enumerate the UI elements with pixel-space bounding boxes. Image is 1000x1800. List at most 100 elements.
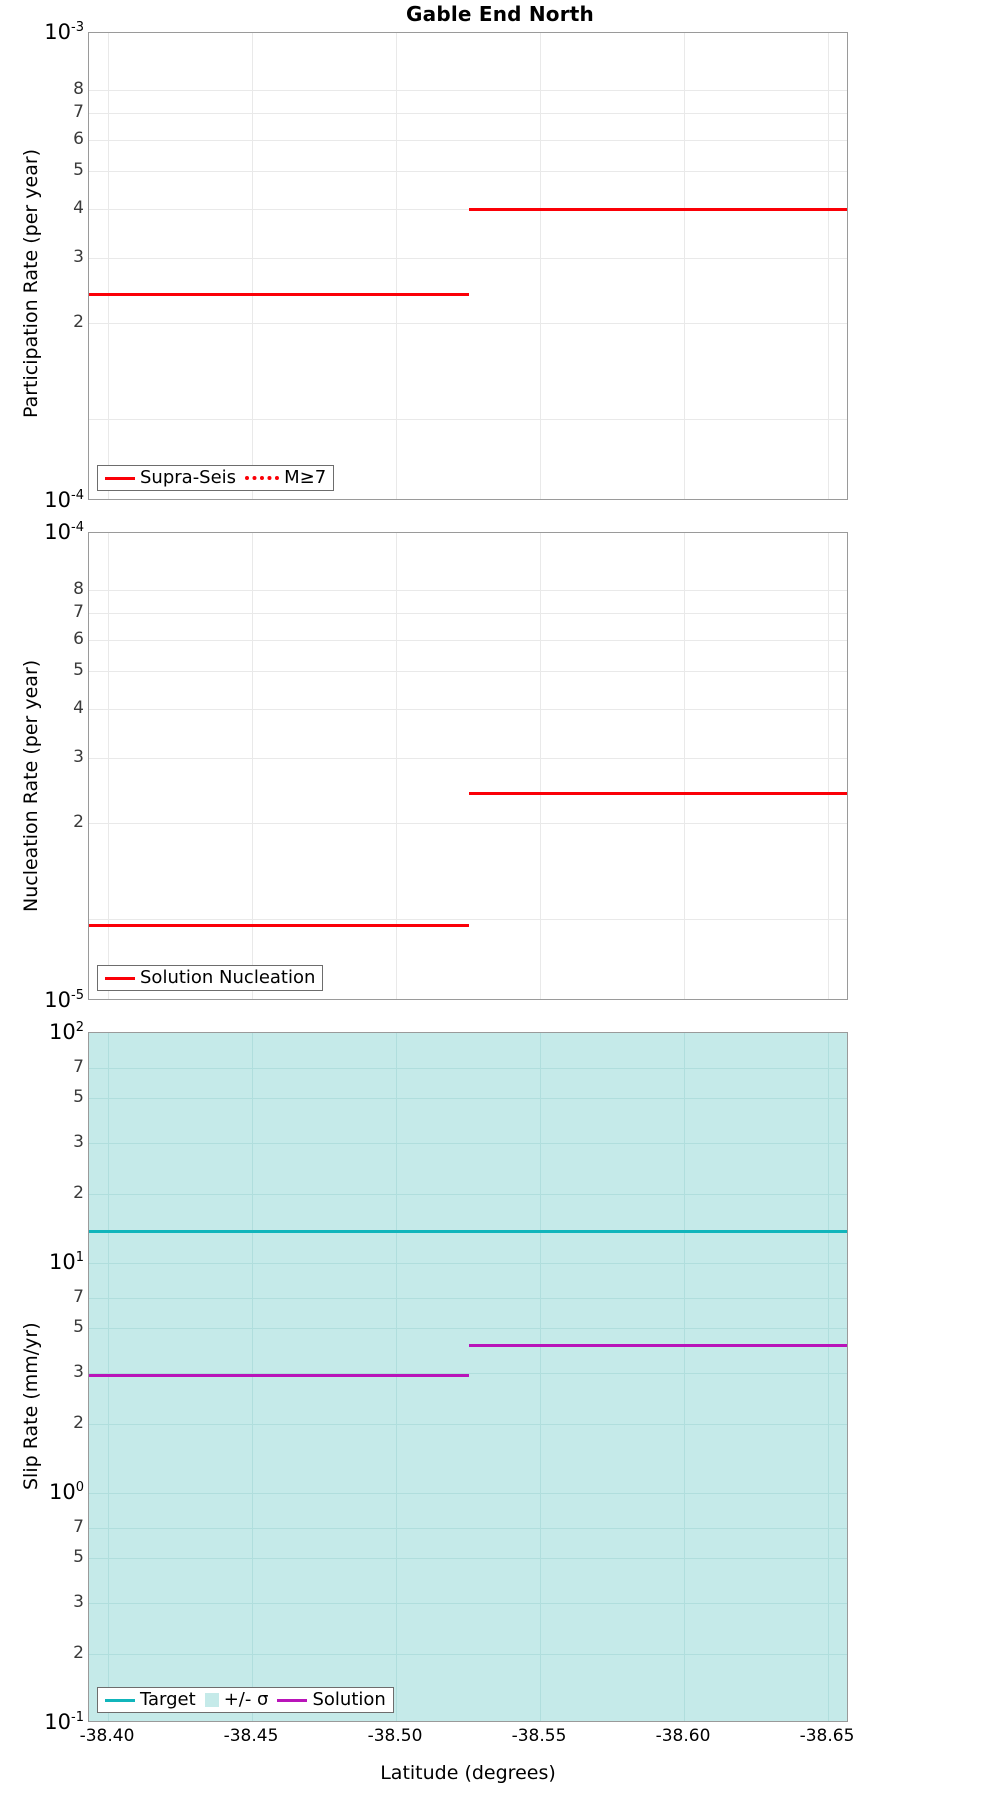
line-swatch-icon	[105, 976, 135, 980]
panel3-y-axis-ticks: 102 7 5 3 2 101 7 5 3 2 100 7 5 3 2 10-1	[2, 1020, 84, 1734]
legend-item-sigma[interactable]: +/- σ	[204, 1689, 269, 1710]
legend-item-supra-seis[interactable]: Supra-Seis	[105, 469, 236, 487]
y-tick: 5	[73, 1087, 84, 1107]
y-tick-exponent: 0	[75, 1480, 84, 1495]
y-tick: 2	[73, 812, 84, 832]
panel2-plot-area	[89, 533, 847, 999]
legend-label: Target	[140, 1689, 196, 1710]
panel2-y-axis-ticks: 10-4 8 7 6 5 4 3 2 10-5	[2, 520, 84, 1012]
y-tick: 5	[73, 160, 84, 180]
y-tick-exponent: 1	[75, 1250, 84, 1265]
gridline-h	[89, 1098, 847, 1099]
y-tick-major: 10-3	[44, 20, 84, 44]
y-tick: 3	[73, 747, 84, 767]
gridline-h	[89, 419, 847, 420]
gridline-h	[89, 1143, 847, 1144]
y-tick: 4	[73, 698, 84, 718]
series-solution-left	[89, 1374, 469, 1377]
y-tick: 3	[73, 1132, 84, 1152]
x-tick: -38.60	[655, 1726, 711, 1746]
x-tick: -38.65	[799, 1726, 855, 1746]
panel3-y-axis-title: Slip Rate (mm/yr)	[20, 1322, 42, 1490]
legend-label: +/- σ	[223, 1689, 269, 1710]
y-tick: 3	[73, 247, 84, 267]
gridline-h	[89, 1528, 847, 1529]
series-solution-right	[469, 1344, 847, 1347]
y-tick: 5	[73, 1547, 84, 1567]
gridline-v	[252, 33, 253, 499]
y-tick-mantissa: 10	[44, 488, 72, 512]
y-tick-exponent: -1	[71, 1710, 84, 1725]
gridline-h	[89, 1654, 847, 1655]
y-tick: 8	[73, 79, 84, 99]
y-tick: 6	[73, 129, 84, 149]
line-swatch-icon	[277, 1698, 308, 1702]
gridline-h	[89, 1424, 847, 1425]
legend-label: M≥7	[284, 467, 327, 488]
gridline-h	[89, 1068, 847, 1069]
line-swatch-icon	[105, 476, 135, 480]
legend-label: Supra-Seis	[140, 467, 237, 488]
y-tick: 7	[73, 1517, 84, 1537]
gridline-h	[89, 1298, 847, 1299]
gridline-v	[684, 1033, 685, 1721]
gridline-h	[89, 258, 847, 259]
gridline-v	[684, 33, 685, 499]
y-tick: 2	[73, 312, 84, 332]
page-title: Gable End North	[406, 2, 594, 26]
y-tick: 2	[73, 1183, 84, 1203]
series-m7-right	[469, 208, 847, 211]
y-tick: 2	[73, 1413, 84, 1433]
series-solution-nucleation-left	[89, 924, 469, 927]
gridline-h	[89, 1493, 847, 1494]
y-tick: 4	[73, 198, 84, 218]
dotted-line-swatch-icon	[245, 476, 280, 480]
x-tick: -38.55	[511, 1726, 567, 1746]
legend-item-solution-nucleation[interactable]: Solution Nucleation	[105, 969, 315, 987]
legend-item-solution[interactable]: Solution	[277, 1689, 386, 1710]
y-tick-exponent: -4	[71, 520, 84, 535]
gridline-h	[89, 1328, 847, 1329]
gridline-h	[89, 171, 847, 172]
gridline-h	[89, 113, 847, 114]
y-tick-major: 10-5	[44, 988, 84, 1012]
gridline-v	[396, 33, 397, 499]
legend-label: Solution Nucleation	[140, 967, 316, 988]
y-tick: 3	[73, 1362, 84, 1382]
legend-panel-3: Target +/- σ Solution	[97, 1687, 394, 1713]
legend-panel-2: Solution Nucleation	[97, 965, 324, 991]
y-tick: 5	[73, 1317, 84, 1337]
y-tick-exponent: -3	[71, 20, 84, 35]
y-tick-mantissa: 10	[48, 1250, 76, 1274]
series-solution-nucleation-right	[469, 792, 847, 795]
legend-label: Solution	[312, 1689, 386, 1710]
panel-nucleation-rate: Solution Nucleation	[88, 532, 848, 1000]
gridline-h	[89, 140, 847, 141]
panel3-plot-area	[89, 1033, 847, 1721]
gridline-h	[89, 1194, 847, 1195]
y-tick-mantissa: 10	[44, 520, 72, 544]
gridline-h	[89, 323, 847, 324]
gridline-v	[108, 1033, 109, 1721]
y-tick-mantissa: 10	[44, 1710, 72, 1734]
y-tick-major: 10-4	[44, 520, 84, 544]
gridline-v	[108, 33, 109, 499]
legend-item-m7[interactable]: M≥7	[245, 469, 326, 487]
gridline-v	[108, 533, 109, 999]
legend-item-target[interactable]: Target	[105, 1691, 196, 1709]
gridline-h	[89, 1373, 847, 1374]
gridline-v	[684, 533, 685, 999]
gridline-h	[89, 209, 847, 210]
x-axis-title: Latitude (degrees)	[380, 1762, 556, 1784]
gridline-v	[828, 533, 829, 999]
panel1-plot-area	[89, 33, 847, 499]
gridline-h	[89, 90, 847, 91]
y-tick-major: 10-1	[44, 1710, 84, 1734]
gridline-v	[540, 533, 541, 999]
gridline-h	[89, 1603, 847, 1604]
y-tick-mantissa: 10	[44, 988, 72, 1012]
gridline-h	[89, 823, 847, 824]
gridline-v	[828, 1033, 829, 1721]
y-tick: 8	[73, 579, 84, 599]
